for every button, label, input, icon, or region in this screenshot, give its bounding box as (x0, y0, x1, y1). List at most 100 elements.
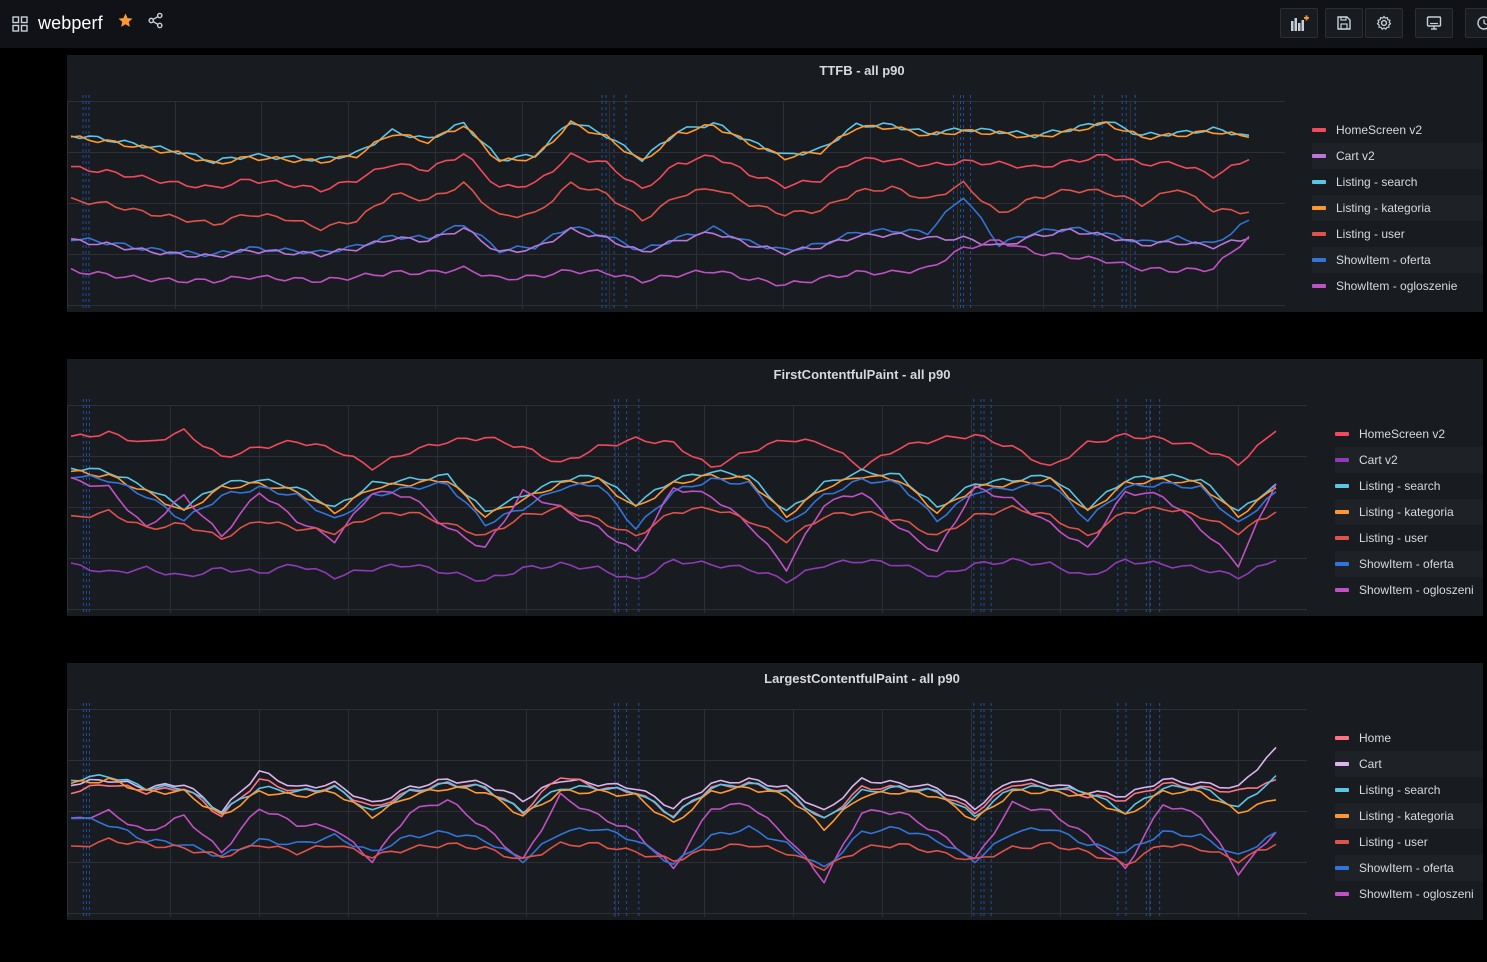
legend-color-swatch (1312, 206, 1326, 210)
legend-item[interactable]: Listing - kategoria (1335, 499, 1483, 525)
legend-color-swatch (1335, 788, 1349, 792)
legend-label: ShowItem - oferta (1359, 861, 1454, 875)
legend-label: Listing - search (1359, 479, 1441, 493)
series-line (70, 180, 1250, 232)
series-line (70, 837, 1277, 872)
legend-item[interactable]: HomeScreen v2 (1312, 117, 1483, 143)
legend-item[interactable]: Cart v2 (1335, 447, 1483, 473)
legend-item[interactable]: HomeScreen v2 (1335, 421, 1483, 447)
series-line (70, 120, 1250, 165)
legend-item[interactable]: Listing - kategoria (1312, 195, 1483, 221)
legend-item[interactable]: Listing - search (1312, 169, 1483, 195)
legend-item[interactable]: ShowItem - oferta (1335, 855, 1483, 881)
series-line (71, 152, 1250, 193)
top-nav-bar: webperf (0, 0, 1487, 48)
legend-item[interactable]: ShowItem - ogloszeni (1335, 577, 1483, 603)
panel-first-contentful-paint[interactable]: FirstContentfulPaint - all p90 HomeScree… (67, 359, 1483, 616)
tv-mode-button[interactable] (1415, 8, 1453, 38)
legend-color-swatch (1335, 762, 1349, 766)
series-line (70, 197, 1250, 258)
legend-label: Cart (1359, 757, 1382, 771)
panel-title[interactable]: TTFB - all p90 (819, 63, 905, 78)
legend: HomeScreen v2 Cart v2 Listing - search List… (1312, 117, 1483, 299)
series-line (70, 792, 1277, 884)
panel-title[interactable]: FirstContentfulPaint - all p90 (773, 367, 951, 382)
panel-title[interactable]: LargestContentfulPaint - all p90 (764, 671, 960, 686)
legend-color-swatch (1312, 258, 1326, 262)
legend-label: HomeScreen v2 (1336, 123, 1423, 137)
legend: Home Cart Listing - search Listing - katego… (1335, 725, 1483, 907)
share-icon[interactable] (147, 12, 164, 29)
legend-item[interactable]: Cart v2 (1312, 143, 1483, 169)
legend-label: ShowItem - ogloszeni (1359, 887, 1474, 901)
timeseries-plot[interactable] (67, 399, 1307, 616)
add-panel-icon (1291, 15, 1309, 31)
legend-label: Cart v2 (1336, 149, 1375, 163)
legend-color-swatch (1335, 814, 1349, 818)
legend-item[interactable]: Listing - kategoria (1335, 803, 1483, 829)
legend-item[interactable]: ShowItem - oferta (1335, 551, 1483, 577)
settings-icon (1376, 15, 1392, 31)
legend-label: Listing - search (1336, 175, 1418, 189)
apps-grid-icon[interactable] (12, 16, 28, 32)
legend-color-swatch (1335, 736, 1349, 740)
dashboard-title[interactable]: webperf (38, 13, 103, 33)
legend-item[interactable]: Cart (1335, 751, 1483, 777)
series-line (70, 476, 1277, 572)
time-picker-button[interactable] (1465, 8, 1487, 38)
legend-item[interactable]: ShowItem - ogloszenie (1312, 273, 1483, 299)
legend: HomeScreen v2 Cart v2 Listing - search List… (1335, 421, 1483, 603)
series-line (70, 557, 1277, 584)
legend-color-swatch (1335, 562, 1349, 566)
star-icon[interactable] (117, 12, 134, 29)
legend-item[interactable]: Listing - user (1335, 525, 1483, 551)
panel-largest-contentful-paint[interactable]: LargestContentfulPaint - all p90 Home Car… (67, 663, 1483, 920)
legend-label: Cart v2 (1359, 453, 1398, 467)
series-line (70, 746, 1277, 814)
legend-label: ShowItem - ogloszeni (1359, 583, 1474, 597)
legend-label: Listing - user (1359, 531, 1428, 545)
legend-label: Listing - search (1359, 783, 1441, 797)
legend-color-swatch (1335, 892, 1349, 896)
legend-color-swatch (1335, 866, 1349, 870)
legend-item[interactable]: Listing - user (1312, 221, 1483, 247)
series-line (71, 816, 1277, 868)
legend-item[interactable]: ShowItem - oferta (1312, 247, 1483, 273)
legend-item[interactable]: Listing - search (1335, 777, 1483, 803)
tv-mode-icon (1426, 16, 1442, 30)
legend-color-swatch (1335, 510, 1349, 514)
legend-color-swatch (1335, 432, 1349, 436)
legend-label: ShowItem - oferta (1359, 557, 1454, 571)
legend-label: Listing - kategoria (1359, 809, 1454, 823)
panel-ttfb[interactable]: TTFB - all p90 HomeScreen v2 Cart v2 Listi… (67, 55, 1483, 312)
time-picker-icon (1477, 16, 1487, 30)
series-line (70, 428, 1277, 471)
series-line (70, 235, 1250, 287)
series-line (70, 774, 1277, 819)
legend-color-swatch (1335, 588, 1349, 592)
save-icon (1337, 16, 1351, 30)
legend-label: Listing - user (1336, 227, 1405, 241)
legend-item[interactable]: ShowItem - ogloszeni (1335, 881, 1483, 907)
legend-label: Listing - kategoria (1359, 505, 1454, 519)
add-panel-button[interactable] (1280, 8, 1318, 38)
timeseries-plot[interactable] (67, 95, 1285, 312)
legend-label: Home (1359, 731, 1392, 745)
legend-label: ShowItem - ogloszenie (1336, 279, 1458, 293)
legend-label: Listing - user (1359, 835, 1428, 849)
series-line (70, 504, 1277, 544)
legend-color-swatch (1312, 180, 1326, 184)
legend-label: HomeScreen v2 (1359, 427, 1446, 441)
legend-color-swatch (1335, 484, 1349, 488)
legend-color-swatch (1312, 232, 1326, 236)
series-line (70, 227, 1250, 259)
legend-item[interactable]: Listing - user (1335, 829, 1483, 855)
legend-color-swatch (1312, 128, 1326, 132)
save-dashboard-button[interactable] (1325, 8, 1363, 38)
timeseries-plot[interactable] (67, 703, 1307, 920)
legend-item[interactable]: Home (1335, 725, 1483, 751)
dashboard-settings-button[interactable] (1365, 8, 1403, 38)
series-line (70, 469, 1277, 519)
legend-item[interactable]: Listing - search (1335, 473, 1483, 499)
legend-color-swatch (1312, 154, 1326, 158)
